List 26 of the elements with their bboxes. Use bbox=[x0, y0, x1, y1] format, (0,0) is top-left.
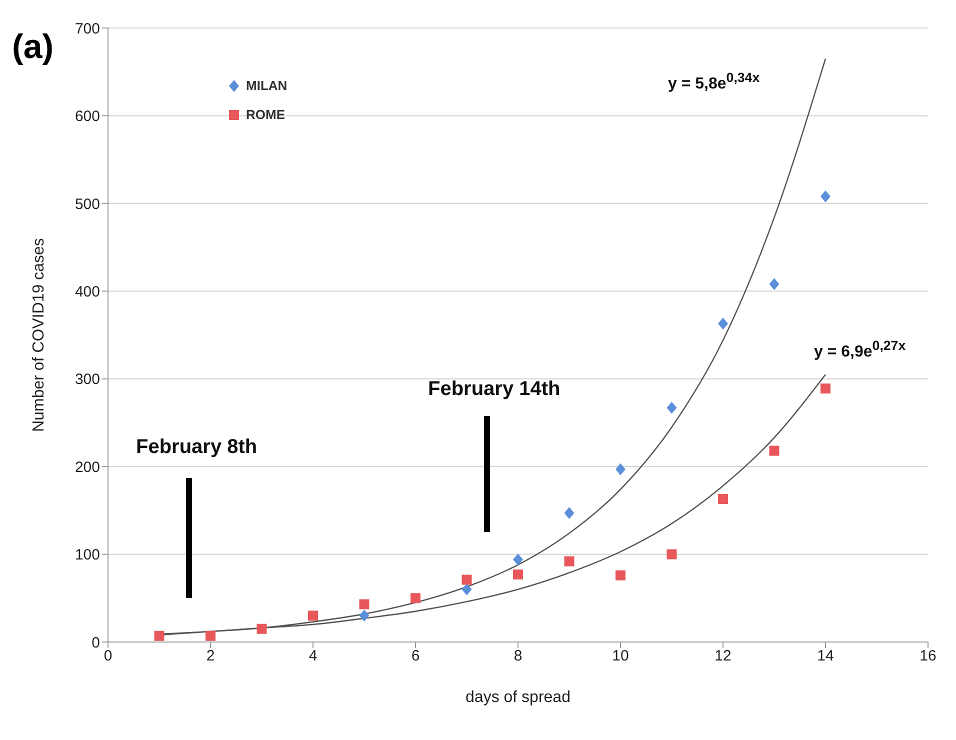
x-tick-label: 10 bbox=[612, 648, 629, 665]
y-tick-label: 300 bbox=[74, 371, 100, 388]
annotation: y = 5,8e$^{0,34x}$ bbox=[668, 70, 760, 94]
x-tick-label: 16 bbox=[920, 648, 936, 665]
y-tick-label: 400 bbox=[74, 283, 100, 300]
x-tick-label: 4 bbox=[308, 648, 318, 665]
y-tick-label: 0 bbox=[92, 634, 100, 652]
x-tick-label: 14 bbox=[817, 648, 834, 665]
x-tick-label: 0 bbox=[104, 648, 112, 665]
x-tick-label: 2 bbox=[206, 648, 215, 665]
chart-title: (a) bbox=[12, 28, 54, 67]
y-tick-label: 700 bbox=[74, 20, 100, 38]
x-tick-label: 8 bbox=[514, 648, 522, 665]
y-tick-label: 500 bbox=[74, 196, 100, 213]
annotation: y = 6,9e$^{0,27x}$ bbox=[814, 338, 906, 362]
y-tick-label: 100 bbox=[74, 546, 100, 564]
annotation: February 14th bbox=[428, 378, 560, 401]
x-tick-label: 6 bbox=[411, 648, 420, 665]
x-tick-label: 12 bbox=[714, 648, 732, 665]
legend-label: ROME bbox=[246, 107, 285, 122]
y-axis-title: Number of COVID19 cases bbox=[30, 238, 48, 432]
x-axis-title: days of spread bbox=[466, 689, 570, 706]
y-tick-label: 200 bbox=[74, 458, 100, 476]
y-tick-label: 600 bbox=[74, 108, 100, 126]
legend-label: MILAN bbox=[246, 78, 288, 93]
annotation: February 8th bbox=[136, 436, 258, 459]
